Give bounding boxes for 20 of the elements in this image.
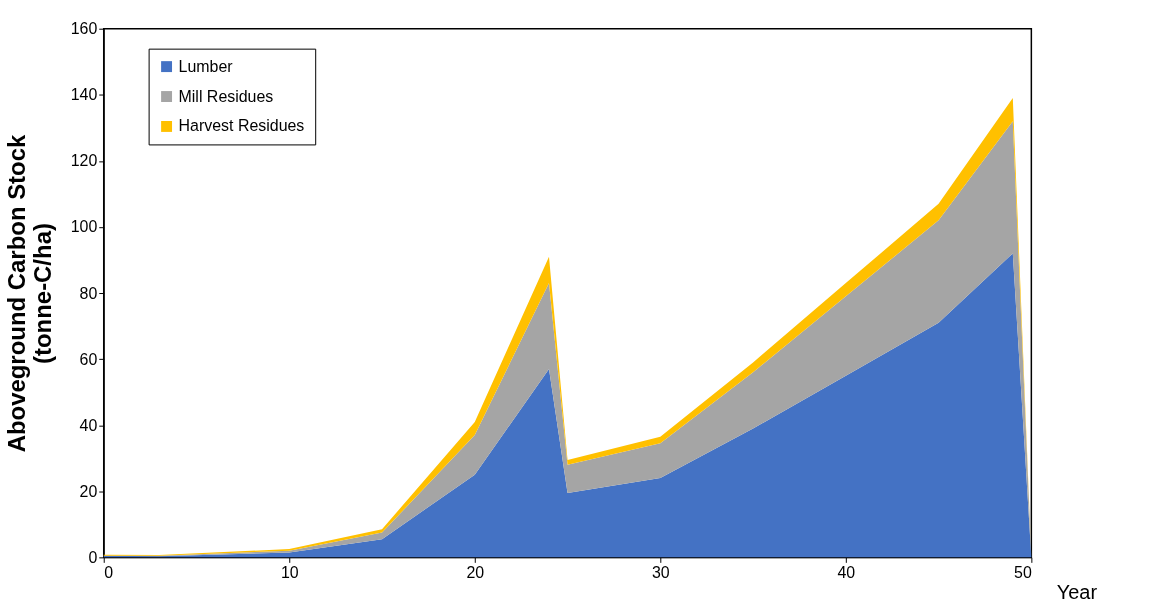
y-tick-label: 40 bbox=[79, 416, 98, 434]
y-tick-label: 0 bbox=[88, 548, 98, 566]
x-tick-label: 50 bbox=[1014, 563, 1032, 581]
legend-label: Lumber bbox=[178, 57, 234, 75]
x-axis-title: Year bbox=[1056, 580, 1098, 603]
legend-label: Mill Residues bbox=[178, 87, 274, 105]
x-tick-label: 30 bbox=[651, 563, 670, 581]
y-tick-label: 60 bbox=[79, 350, 98, 368]
y-tick-label: 80 bbox=[79, 284, 98, 302]
y-tick-label: 160 bbox=[70, 20, 98, 38]
x-tick-label: 0 bbox=[104, 563, 114, 581]
y-tick-label: 20 bbox=[79, 482, 98, 500]
x-tick-label: 10 bbox=[280, 563, 299, 581]
x-tick-label: 40 bbox=[837, 563, 856, 581]
y-axis-title: Aboveground Carbon Stock (tonne-C/ha) bbox=[2, 134, 56, 453]
y-tick-label: 100 bbox=[70, 218, 98, 236]
legend-label: Harvest Residues bbox=[178, 117, 305, 135]
y-tick-label: 140 bbox=[70, 86, 98, 104]
x-tick-label: 20 bbox=[466, 563, 485, 581]
y-tick-label: 120 bbox=[70, 152, 98, 170]
